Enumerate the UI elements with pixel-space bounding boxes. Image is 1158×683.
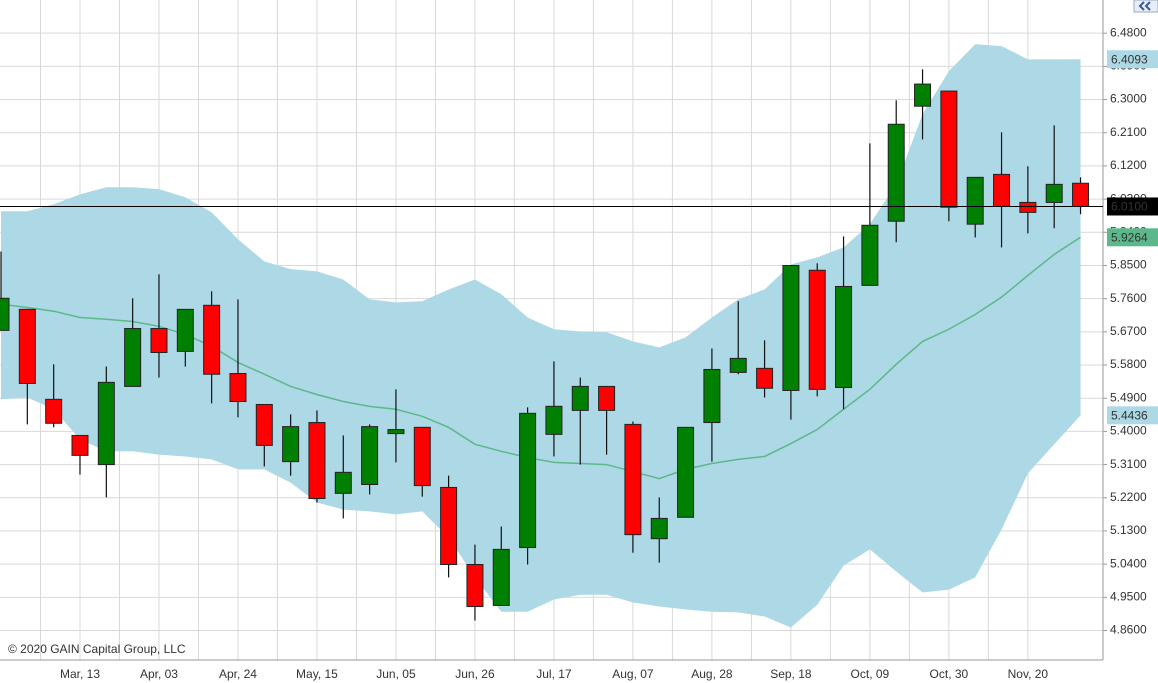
candle-body bbox=[861, 224, 879, 286]
candle-body bbox=[598, 385, 616, 411]
x-tick-label: Sep, 18 bbox=[770, 667, 812, 681]
x-tick-label: Oct, 09 bbox=[851, 667, 890, 681]
y-tick-label: 5.5800 bbox=[1110, 357, 1147, 371]
price-marker bbox=[1107, 228, 1158, 247]
candle-body bbox=[255, 403, 273, 446]
candle-body bbox=[229, 373, 247, 403]
candle-body bbox=[835, 285, 853, 389]
x-tick-label: Aug, 07 bbox=[612, 667, 654, 681]
candle-body bbox=[282, 426, 300, 463]
candle-body bbox=[387, 429, 405, 435]
candle-body bbox=[650, 517, 668, 540]
price-marker bbox=[1107, 197, 1158, 216]
x-tick-label: Jul, 17 bbox=[536, 667, 572, 681]
candle-body bbox=[308, 422, 326, 500]
candle-body bbox=[97, 381, 115, 466]
y-tick-label: 5.4900 bbox=[1110, 390, 1147, 404]
candle-body bbox=[571, 385, 589, 411]
candle-body bbox=[0, 297, 10, 331]
candle-body bbox=[18, 308, 36, 384]
y-tick-label: 5.4000 bbox=[1110, 424, 1147, 438]
y-tick-label: 5.0400 bbox=[1110, 556, 1147, 570]
x-tick-label: Oct, 30 bbox=[930, 667, 969, 681]
x-tick-label: Nov, 20 bbox=[1008, 667, 1049, 681]
candle-body bbox=[993, 173, 1011, 207]
y-tick-label: 5.2200 bbox=[1110, 490, 1147, 504]
candle-body bbox=[782, 264, 800, 391]
y-tick-label: 6.3000 bbox=[1110, 92, 1147, 106]
price-marker bbox=[1107, 50, 1158, 69]
candle-body bbox=[334, 471, 352, 494]
y-tick-label: 6.4800 bbox=[1110, 25, 1147, 39]
x-tick-label: May, 15 bbox=[296, 667, 338, 681]
candle-body bbox=[1019, 201, 1037, 213]
x-tick-label: Apr, 24 bbox=[219, 667, 257, 681]
candle-body bbox=[71, 434, 89, 456]
candle-body bbox=[677, 426, 695, 518]
candle-body bbox=[887, 123, 905, 222]
candle-body bbox=[124, 328, 142, 387]
candle-body bbox=[914, 83, 932, 107]
candle-body bbox=[808, 269, 826, 390]
y-tick-label: 5.7600 bbox=[1110, 291, 1147, 305]
plot-area bbox=[0, 44, 1090, 628]
candle-body bbox=[361, 426, 379, 485]
candle-body bbox=[729, 357, 747, 373]
x-tick-label: Aug, 28 bbox=[691, 667, 733, 681]
x-tick-label: Jun, 26 bbox=[455, 667, 495, 681]
price-marker-label: 5.9264 bbox=[1111, 230, 1148, 244]
price-marker bbox=[1107, 406, 1158, 425]
candle-body bbox=[413, 426, 431, 487]
copyright: © 2020 GAIN Capital Group, LLC bbox=[8, 642, 186, 656]
candle-body bbox=[492, 548, 510, 606]
candle-body bbox=[45, 398, 63, 424]
bollinger-band bbox=[1, 44, 1081, 628]
candle-body bbox=[756, 367, 774, 389]
candle-body bbox=[624, 423, 642, 536]
y-tick-label: 4.9500 bbox=[1110, 589, 1147, 603]
y-tick-label: 5.1300 bbox=[1110, 523, 1147, 537]
x-tick-label: Jun, 05 bbox=[376, 667, 416, 681]
price-marker-label: 6.0100 bbox=[1111, 200, 1148, 214]
y-tick-label: 4.8600 bbox=[1110, 623, 1147, 637]
y-tick-label: 6.2100 bbox=[1110, 125, 1147, 139]
candle-body bbox=[940, 90, 958, 208]
candle-body bbox=[519, 412, 537, 549]
y-tick-label: 5.3100 bbox=[1110, 457, 1147, 471]
candle-body bbox=[703, 368, 721, 424]
price-marker-label: 6.4093 bbox=[1111, 52, 1148, 66]
candle-body bbox=[1045, 183, 1063, 203]
candle-body bbox=[176, 308, 194, 352]
y-tick-label: 5.6700 bbox=[1110, 324, 1147, 338]
chevron bbox=[1138, 1, 1145, 11]
candle-body bbox=[440, 486, 458, 566]
x-tick-label: Apr, 03 bbox=[140, 667, 178, 681]
candle-body bbox=[1072, 182, 1090, 207]
candle-body bbox=[966, 176, 984, 225]
x-tick-label: Mar, 13 bbox=[60, 667, 100, 681]
chevron bbox=[1144, 1, 1151, 11]
y-tick-label: 6.1200 bbox=[1110, 158, 1147, 172]
collapse-button[interactable] bbox=[1133, 0, 1158, 13]
price-marker-label: 5.4436 bbox=[1111, 408, 1148, 422]
candle-body bbox=[545, 405, 563, 435]
candle-body bbox=[203, 304, 221, 375]
candle-body bbox=[466, 564, 484, 608]
candle-body bbox=[150, 328, 168, 353]
y-tick-label: 5.8500 bbox=[1110, 258, 1147, 272]
